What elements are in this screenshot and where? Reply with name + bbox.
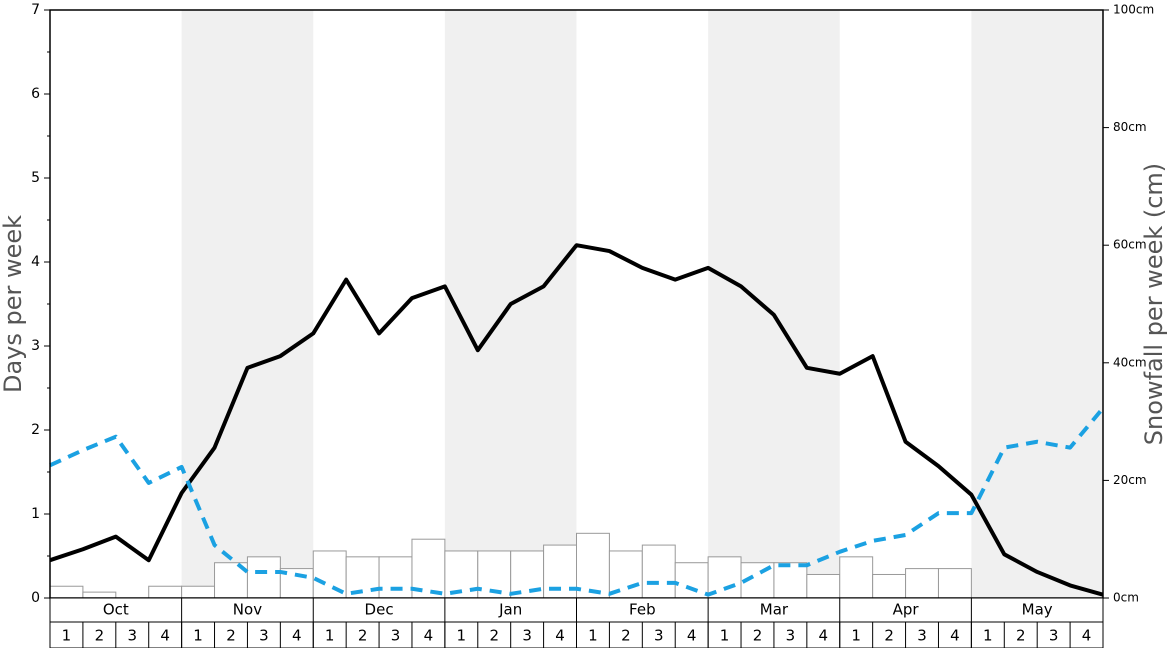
week-label: 3 [522,627,532,645]
week-label: 4 [160,627,170,645]
week-label: 1 [588,627,598,645]
y-tick-label: 4 [31,254,40,270]
week-label: 4 [424,627,434,645]
week-label: 4 [1082,627,1092,645]
y2-tick-label: 20cm [1113,473,1147,487]
month-label: Jan [498,601,522,619]
bar [576,532,610,599]
y2-tick-label: 60cm [1113,238,1147,252]
month-label: Feb [629,601,656,619]
bar [378,556,413,599]
week-label: 3 [654,627,664,645]
week-label: 3 [391,627,401,645]
y2-tick-label: 40cm [1113,355,1147,369]
month-shade [181,10,314,598]
week-label: 1 [325,627,335,645]
week-label: 3 [259,627,269,645]
week-label: 3 [127,627,137,645]
month-label: Oct [103,601,129,619]
month-label: Dec [365,601,394,619]
week-label: 2 [358,627,368,645]
bar [905,568,939,599]
bar [148,585,183,599]
month-label: May [1022,601,1053,619]
bar [82,591,117,599]
line-series [49,406,1105,597]
bar [773,562,808,599]
y-tick-label: 6 [31,86,40,102]
bar [49,585,84,599]
week-label: 1 [193,627,203,645]
week-label: 2 [753,627,763,645]
month-label: Apr [893,601,920,619]
y2-tick-label: 0cm [1113,591,1139,605]
bar [641,544,676,599]
y2-axis-label: Snowfall per week (cm) [1140,163,1168,445]
bar [246,556,281,599]
y-tick-label: 5 [31,170,40,186]
month-label: Mar [760,601,789,619]
y-tick-label: 0 [31,590,40,606]
week-label: 2 [884,627,894,645]
week-label: 2 [226,627,236,645]
week-label: 4 [819,627,829,645]
bar [872,573,907,599]
week-label: 1 [851,627,861,645]
week-label: 1 [62,627,72,645]
week-label: 1 [457,627,467,645]
y2-tick-label: 80cm [1113,120,1147,134]
week-label: 1 [720,627,730,645]
week-label: 2 [1016,627,1026,645]
y-tick-label: 1 [31,506,40,522]
y-axis-label: Days per week [0,215,27,393]
y-tick-label: 7 [31,2,40,18]
week-label: 2 [489,627,499,645]
week-label: 4 [950,627,960,645]
week-label: 3 [786,627,796,645]
bar [181,585,216,599]
month-label: Nov [233,601,262,619]
bar [839,556,874,599]
week-label: 1 [983,627,993,645]
week-label: 4 [555,627,565,645]
week-label: 3 [1049,627,1059,645]
bar [674,562,709,599]
y-tick-label: 2 [31,422,40,438]
month-shade [971,10,1103,598]
bar [806,573,841,599]
y-tick-label: 3 [31,338,40,354]
y2-tick-label: 100cm [1113,3,1154,17]
week-label: 4 [687,627,697,645]
week-label: 2 [95,627,105,645]
week-label: 3 [917,627,927,645]
line-series [49,243,1104,597]
month-shade [708,10,840,598]
week-label: 2 [621,627,631,645]
bar [937,568,972,599]
week-label: 4 [292,627,302,645]
